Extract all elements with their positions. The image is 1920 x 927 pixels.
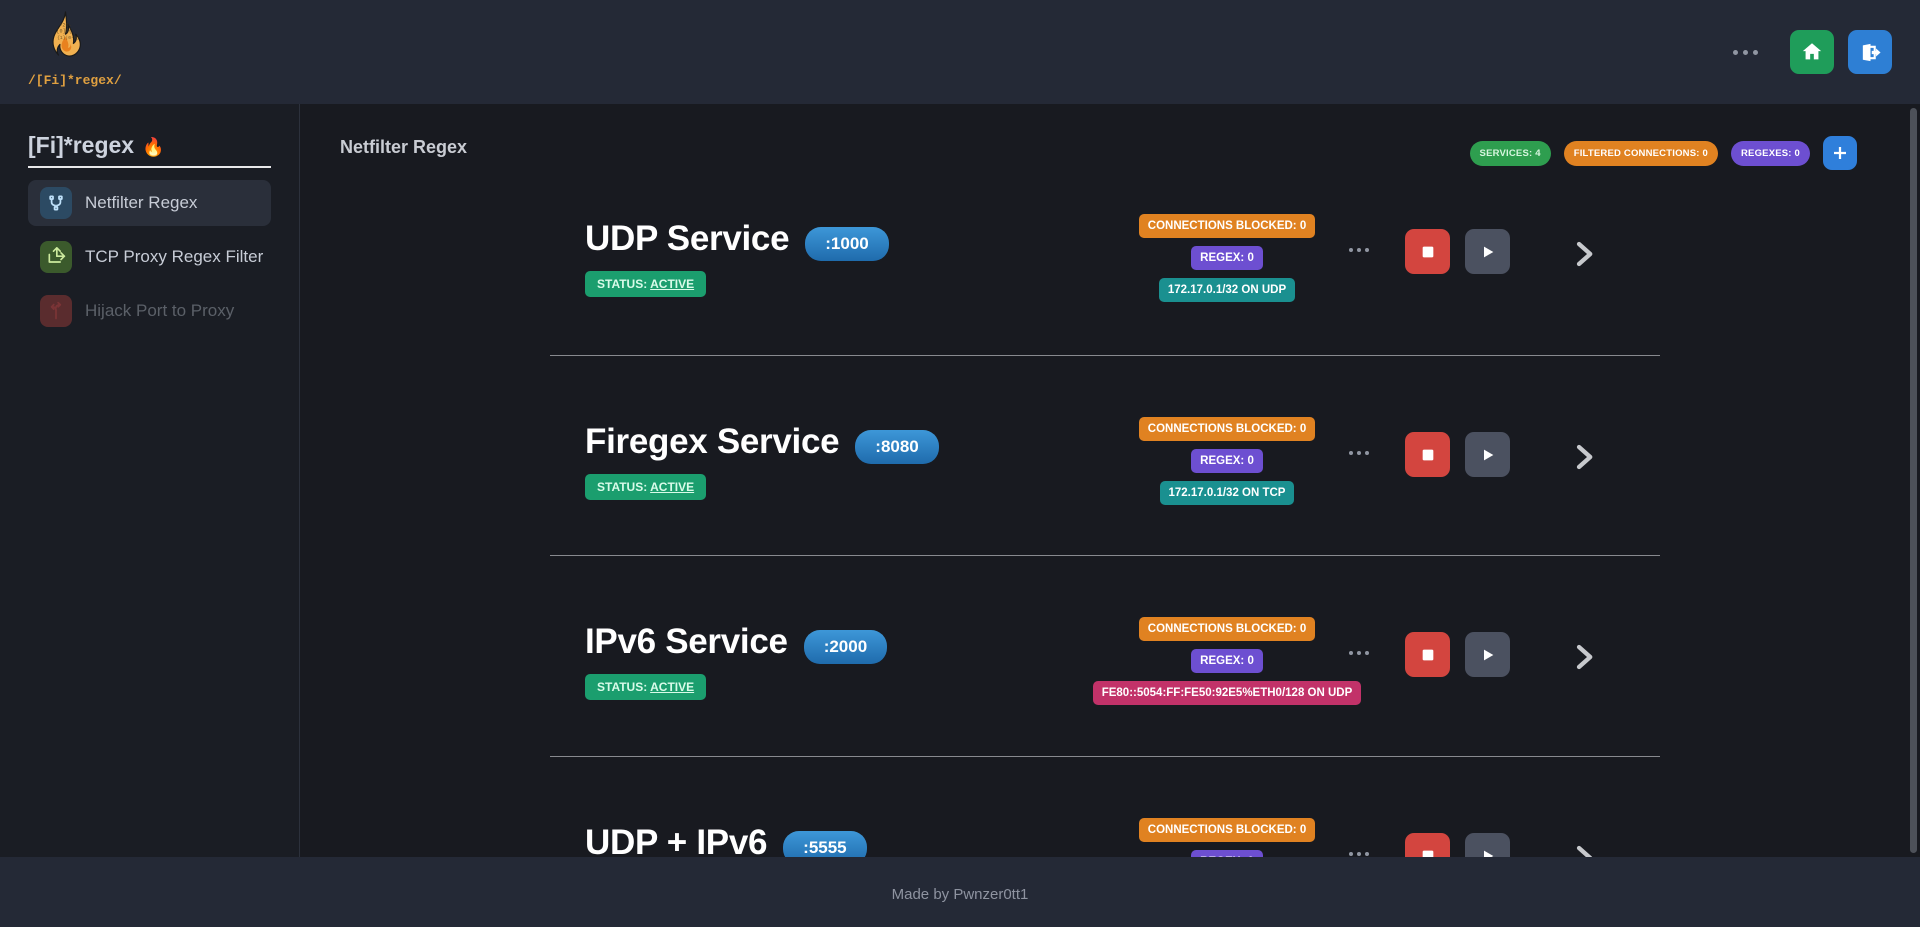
svg-text:{1}|: {1}| xyxy=(57,35,68,41)
svg-text:^20-: ^20- xyxy=(59,22,71,28)
svg-text:0-9}: 0-9} xyxy=(68,35,79,41)
svg-text:[0]@{: [0]@{ xyxy=(56,28,71,34)
